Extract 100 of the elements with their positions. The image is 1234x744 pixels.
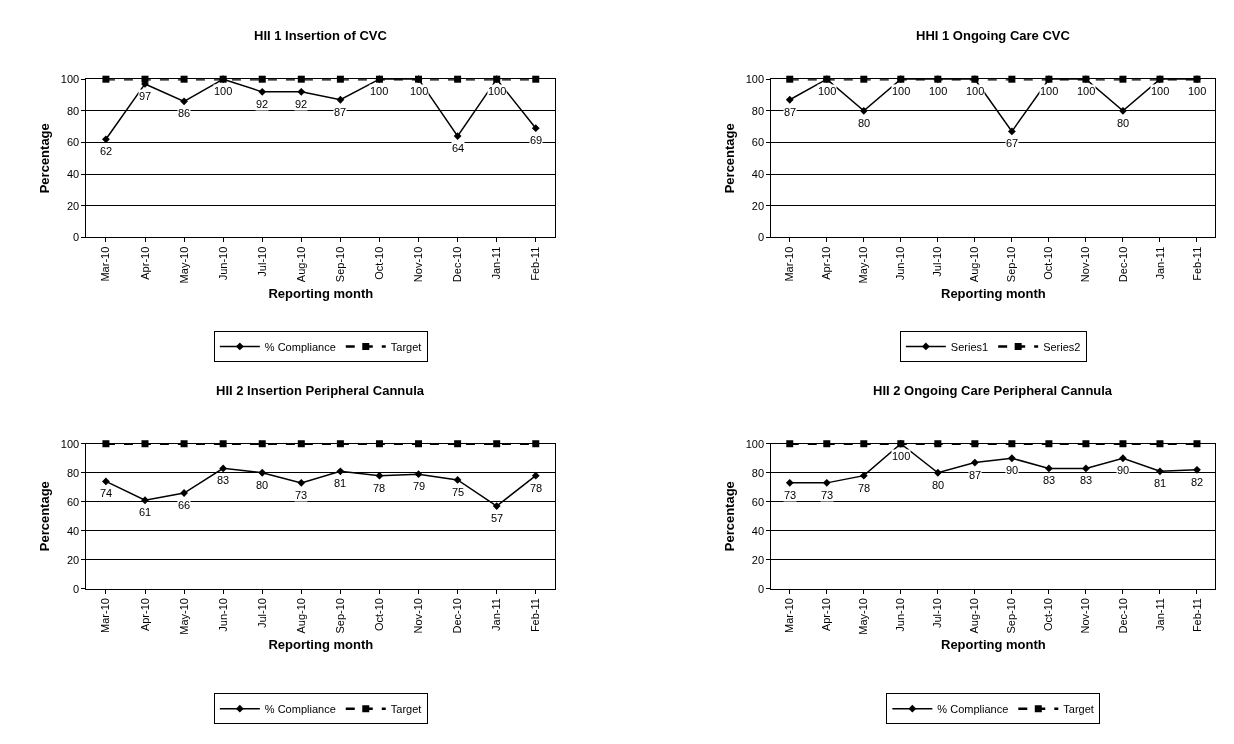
data-label: 100 (410, 85, 429, 97)
data-label: 100 (966, 85, 985, 97)
data-label: 66 (178, 499, 191, 511)
y-tick-label: 100 (60, 437, 80, 450)
data-label: 83 (1043, 474, 1056, 486)
x-tick-label: Nov-10 (412, 246, 425, 283)
data-label: 92 (256, 98, 269, 110)
y-axis-title: Percentage (36, 123, 52, 194)
data-label: 78 (858, 482, 871, 494)
x-axis-title: Reporting month (941, 637, 1046, 653)
y-tick-label: 20 (751, 553, 765, 566)
x-tick-label: Mar-10 (783, 598, 796, 633)
y-tick-label: 80 (751, 466, 765, 479)
chart-title: HHI 1 Ongoing Care CVC (916, 28, 1071, 43)
data-label: 100 (892, 450, 911, 462)
data-label: 87 (969, 469, 982, 481)
data-label: 100 (370, 85, 389, 97)
legend-label: Target (390, 703, 422, 716)
data-label: 100 (1151, 85, 1170, 97)
data-label: 86 (178, 107, 191, 119)
data-label: 57 (491, 512, 504, 524)
x-axis-title: Reporting month (268, 286, 374, 301)
y-tick-label: 60 (751, 495, 765, 508)
y-tick-label: 0 (757, 582, 765, 595)
data-label: 100 (892, 85, 911, 97)
x-axis-title: Reporting month (268, 637, 374, 653)
legend-label: % Compliance (937, 703, 1009, 716)
x-tick-label: Apr-10 (138, 598, 151, 632)
chart-title: HII 2 Ongoing Care Peripheral Cannula (873, 383, 1113, 398)
x-tick-label: Apr-10 (820, 598, 833, 632)
x-tick-label: May-10 (177, 246, 190, 284)
y-tick-label: 20 (66, 553, 80, 566)
x-tick-label: Jun-10 (894, 246, 907, 281)
y-tick-label: 100 (745, 437, 765, 450)
data-label: 73 (784, 489, 797, 501)
y-tick-label: 60 (751, 136, 765, 149)
y-tick-label: 80 (66, 104, 80, 117)
legend-label: Target (1063, 703, 1094, 716)
data-label: 83 (217, 474, 230, 486)
data-label: 100 (488, 85, 507, 97)
x-tick-label: Jun-10 (216, 598, 229, 632)
legend-label: Series1 (950, 340, 989, 353)
data-label: 78 (373, 482, 386, 494)
y-tick-label: 80 (66, 466, 80, 479)
x-tick-label: Jan-11 (1153, 246, 1166, 280)
data-label: 92 (295, 98, 308, 110)
data-label: 79 (413, 480, 426, 492)
data-label: 80 (1117, 117, 1130, 129)
x-tick-label: Mar-10 (783, 246, 796, 282)
x-tick-label: Mar-10 (99, 246, 112, 282)
x-tick-label: Jun-10 (216, 246, 229, 281)
data-label: 74 (100, 487, 113, 499)
data-label: 83 (1080, 474, 1093, 486)
data-label: 90 (1117, 464, 1130, 476)
data-label: 73 (295, 489, 308, 501)
y-tick-label: 20 (66, 199, 80, 212)
data-label: 82 (1191, 476, 1204, 488)
y-tick-label: 80 (751, 104, 765, 117)
data-label: 75 (452, 486, 465, 498)
x-tick-label: Oct-10 (373, 246, 386, 280)
x-tick-label: Dec-10 (1116, 246, 1129, 283)
y-tick-label: 100 (60, 73, 80, 86)
data-label: 80 (256, 479, 269, 491)
x-tick-label: Aug-10 (968, 598, 981, 634)
x-tick-label: Feb-11 (1190, 246, 1203, 281)
y-tick-label: 0 (757, 231, 765, 244)
legend-label: % Compliance (264, 340, 336, 353)
x-tick-label: Jan-11 (490, 246, 503, 280)
y-tick-label: 40 (751, 524, 765, 537)
data-label: 90 (1006, 464, 1019, 476)
x-tick-label: Dec-10 (1116, 598, 1129, 634)
data-label: 64 (452, 142, 465, 154)
y-tick-label: 0 (73, 582, 80, 595)
data-label: 100 (214, 85, 233, 97)
data-label: 100 (929, 85, 948, 97)
x-tick-label: Mar-10 (99, 598, 112, 633)
x-tick-label: May-10 (857, 598, 870, 635)
data-label: 67 (1006, 137, 1019, 149)
y-axis-title: Percentage (36, 481, 52, 552)
x-tick-label: Feb-11 (1190, 598, 1203, 633)
data-label: 87 (784, 106, 797, 118)
data-label: 80 (858, 117, 871, 129)
legend-label: Series2 (1043, 340, 1081, 353)
data-label: 87 (334, 106, 347, 118)
x-tick-label: Jul-10 (255, 598, 268, 629)
data-label: 80 (932, 479, 945, 491)
x-tick-label: Dec-10 (451, 246, 464, 283)
x-tick-label: Jan-11 (1153, 598, 1166, 631)
x-tick-label: Sep-10 (333, 598, 346, 634)
x-tick-label: Nov-10 (1079, 246, 1092, 283)
data-label: 81 (334, 477, 347, 489)
data-label: 100 (1040, 85, 1059, 97)
y-tick-label: 40 (751, 167, 765, 180)
x-tick-label: Apr-10 (820, 246, 833, 280)
data-label: 69 (530, 134, 543, 146)
data-label: 61 (139, 506, 152, 518)
y-tick-label: 100 (745, 73, 765, 86)
x-tick-label: Jun-10 (894, 598, 907, 632)
x-tick-label: Dec-10 (451, 598, 464, 634)
x-tick-label: Oct-10 (1042, 598, 1055, 632)
